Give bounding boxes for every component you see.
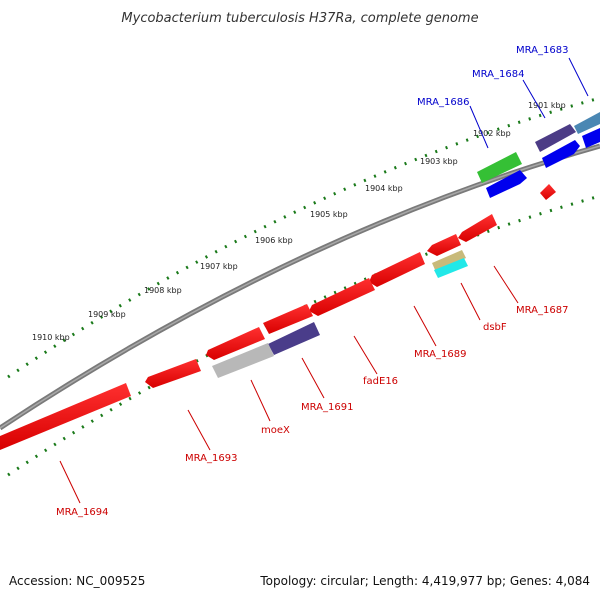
gene-label-mra-1686[interactable]: MRA_1686 [417,97,469,108]
tick-label: 1901 kbp [528,101,566,110]
gene-label-mra-1687[interactable]: MRA_1687 [516,305,568,316]
gene-block-moex[interactable] [212,343,274,378]
accession-text: Accession: NC_009525 [9,574,145,588]
tick-label: 1905 kbp [310,210,348,219]
map-title: Mycobacterium tuberculosis H37Ra, comple… [121,11,478,26]
gene-block-mra-1691[interactable] [268,322,320,355]
gene-block-mra-1684[interactable] [535,124,576,152]
tick-label: 1903 kbp [420,157,458,166]
gene-label-mra-1683[interactable]: MRA_1683 [516,45,568,56]
gene-block-red-6[interactable] [206,327,265,360]
gene-block-mra-1683[interactable] [574,112,600,134]
gene-label-mra-1684[interactable]: MRA_1684 [472,69,524,80]
gene-block-red-7[interactable] [145,359,201,388]
gene-block-forward-2[interactable] [542,140,580,168]
topology-text: Topology: circular; Length: 4,419,977 bp… [259,574,590,588]
gene-block-small-red[interactable] [540,184,556,200]
gene-label-mra-1693[interactable]: MRA_1693 [185,453,237,464]
gene-block-dsbf[interactable] [432,250,466,272]
tick-label: 1908 kbp [144,286,182,295]
tick-label: 1902 kbp [473,129,511,138]
forward-gene-blocks [477,112,600,198]
gene-block-red-3[interactable] [369,252,425,287]
gene-block-red-4[interactable] [309,278,375,316]
tick-label: 1906 kbp [255,236,293,245]
gene-block-red-5[interactable] [263,304,313,334]
tick-label: 1910 kbp [32,333,70,342]
gene-label-mra-1689[interactable]: MRA_1689 [414,349,466,360]
gene-block-red-8[interactable] [0,383,131,450]
gene-label-fade16[interactable]: fadE16 [363,376,398,387]
tick-label: 1904 kbp [365,184,403,193]
tick-label: 1907 kbp [200,262,238,271]
reverse-gene-blocks [0,184,556,450]
gene-label-mra-1691[interactable]: MRA_1691 [301,402,353,413]
gene-block-forward-1[interactable] [486,170,527,198]
gene-label-dsbf[interactable]: dsbF [483,322,507,333]
gene-block-forward-3[interactable] [582,128,600,148]
gene-block-cyan[interactable] [434,258,468,278]
gene-label-mra-1694[interactable]: MRA_1694 [56,507,108,518]
leader-lines [59,57,589,504]
gene-block-mra-1686[interactable] [477,152,522,183]
gene-block-red-1[interactable] [458,214,497,242]
tick-label: 1909 kbp [88,310,126,319]
gene-label-moex[interactable]: moeX [261,425,290,436]
gene-block-red-2[interactable] [427,234,461,256]
